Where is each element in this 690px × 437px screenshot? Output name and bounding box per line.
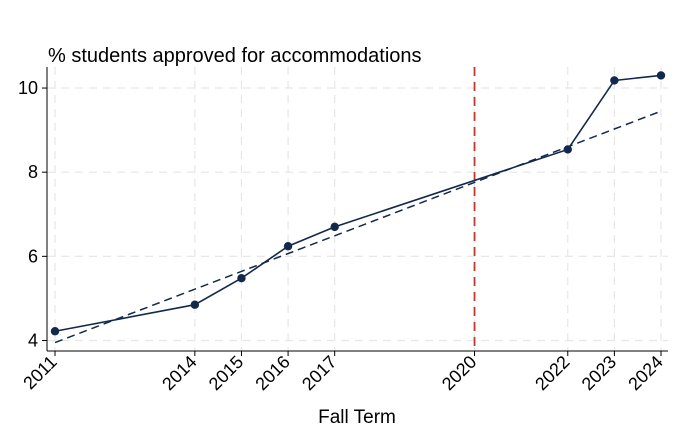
data-point (190, 300, 200, 309)
y-tick-label: 6 (28, 246, 38, 266)
x-tick-label: 2024 (624, 352, 666, 394)
data-point (563, 145, 572, 154)
x-tick-label: 2015 (205, 352, 247, 394)
y-tick-label: 4 (28, 330, 38, 350)
data-point (237, 274, 246, 283)
grid (47, 67, 668, 351)
y-tick-label: 10 (18, 78, 38, 98)
x-tick-label: 2011 (19, 352, 61, 394)
x-tick-label: 2014 (158, 352, 200, 394)
series-line (54, 74, 662, 333)
x-ticks: 2011 2014 2015 2016 2017 2020 2022 2023 2024 (19, 351, 667, 394)
trend-line-group (54, 110, 662, 344)
x-tick-label: 2017 (298, 352, 340, 394)
x-tick-label: 2022 (531, 352, 573, 394)
y-ticks: 4 6 8 10 (18, 78, 47, 350)
data-point (330, 222, 339, 232)
data-point (283, 242, 293, 251)
data-point (610, 76, 619, 85)
x-tick-label: 2023 (578, 352, 620, 394)
data-point (50, 327, 60, 336)
axes (46, 67, 668, 352)
trend-line (54, 110, 662, 344)
x-tick-label: 2020 (438, 352, 480, 394)
data-point (656, 71, 666, 80)
y-tick-label: 8 (28, 162, 38, 182)
series-group (50, 71, 666, 336)
x-tick-label: 2016 (251, 352, 293, 394)
x-axis-title: Fall Term (318, 407, 396, 428)
chart-title: % students approved for accommodations (48, 45, 422, 67)
